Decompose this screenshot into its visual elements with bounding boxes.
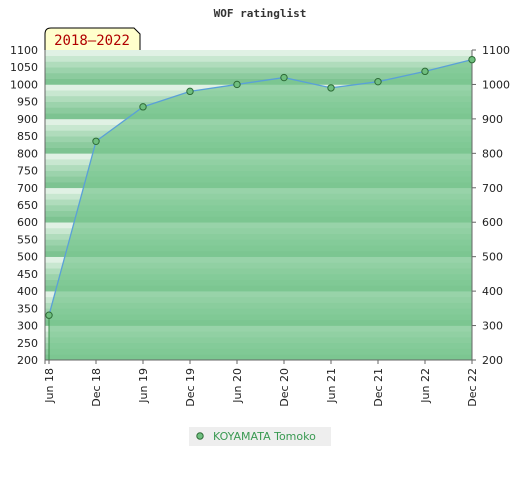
- x-tick-label: Jun 22: [419, 368, 432, 404]
- legend-marker: [196, 432, 204, 440]
- y-tick-label: 900: [17, 113, 38, 126]
- x-tick-label: Dec 19: [184, 368, 197, 407]
- y-tick-label: 550: [17, 233, 38, 246]
- y-axis-right: 200 300 400 500 600 700 800 900 1000 1100: [472, 44, 510, 367]
- y-tick-label: 700: [17, 182, 38, 195]
- y-tick-label: 800: [17, 147, 38, 160]
- y-tick-label: 200: [17, 354, 38, 367]
- x-tick-label: Jun 19: [137, 368, 150, 404]
- y-tick-label: 500: [17, 251, 38, 264]
- axes: [44, 50, 473, 364]
- x-tick-label: Dec 22: [466, 368, 479, 407]
- y-tick-label: 600: [17, 216, 38, 229]
- data-point: [421, 67, 429, 76]
- x-tick-label: Jun 18: [43, 368, 56, 404]
- legend: KOYAMATA Tomoko: [189, 427, 331, 446]
- background-band: [45, 61, 472, 68]
- y-tick-label: 450: [17, 268, 38, 281]
- y-tick-label-right: 600: [482, 216, 503, 229]
- period-badge-text: 2018–2022: [54, 33, 130, 49]
- y-tick-label: 650: [17, 199, 38, 212]
- period-badge: 2018–2022: [44, 27, 141, 50]
- x-tick-label: Dec 20: [278, 368, 291, 407]
- y-axis-left: 200 250 300 350 400 450 500 550 600 650 700 750 800 8…: [10, 44, 38, 367]
- series-line: [48, 59, 473, 316]
- background-band: [45, 50, 472, 57]
- background-band: [45, 72, 472, 79]
- y-tick-label-right: 700: [482, 182, 503, 195]
- y-tick-label: 350: [17, 302, 38, 315]
- x-axis: Jun 18 Dec 18 Jun 19 Dec 19 Jun 20 Dec 20 Jun …: [43, 360, 479, 407]
- background-band: [45, 55, 472, 62]
- y-tick-label: 750: [17, 165, 38, 178]
- y-tick-label-right: 1000: [482, 78, 510, 91]
- y-tick-label-right: 1100: [482, 44, 510, 57]
- y-tick-label: 850: [17, 130, 38, 143]
- y-tick-label: 400: [17, 285, 38, 298]
- series-area: [49, 59, 472, 360]
- y-tick-label: 1000: [10, 78, 38, 91]
- data-point: [468, 55, 476, 64]
- y-tick-label: 1100: [10, 44, 38, 57]
- x-tick-label: Jun 20: [231, 368, 244, 404]
- y-tick-label: 300: [17, 320, 38, 333]
- data-point: [92, 137, 100, 145]
- y-tick-label: 1050: [10, 61, 38, 74]
- data-point: [233, 80, 241, 89]
- data-point: [45, 311, 53, 319]
- y-tick-label: 250: [17, 337, 38, 350]
- y-tick-label-right: 900: [482, 113, 503, 126]
- chart-title: WOF ratinglist: [214, 7, 307, 20]
- legend-series-name: KOYAMATA Tomoko: [213, 430, 316, 443]
- y-tick-label-right: 800: [482, 147, 503, 160]
- data-point: [139, 103, 147, 111]
- x-tick-label: Jun 21: [325, 368, 338, 404]
- y-tick-label-right: 300: [482, 320, 503, 333]
- y-tick-label: 950: [17, 96, 38, 109]
- y-tick-label-right: 400: [482, 285, 503, 298]
- data-point: [327, 84, 335, 92]
- y-tick-label-right: 200: [482, 354, 503, 367]
- data-point: [280, 73, 288, 82]
- data-point: [186, 87, 194, 96]
- data-point: [374, 77, 382, 86]
- y-tick-label-right: 500: [482, 251, 503, 264]
- x-tick-label: Dec 18: [90, 368, 103, 407]
- x-tick-label: Dec 21: [372, 368, 385, 407]
- background-band: [45, 67, 472, 74]
